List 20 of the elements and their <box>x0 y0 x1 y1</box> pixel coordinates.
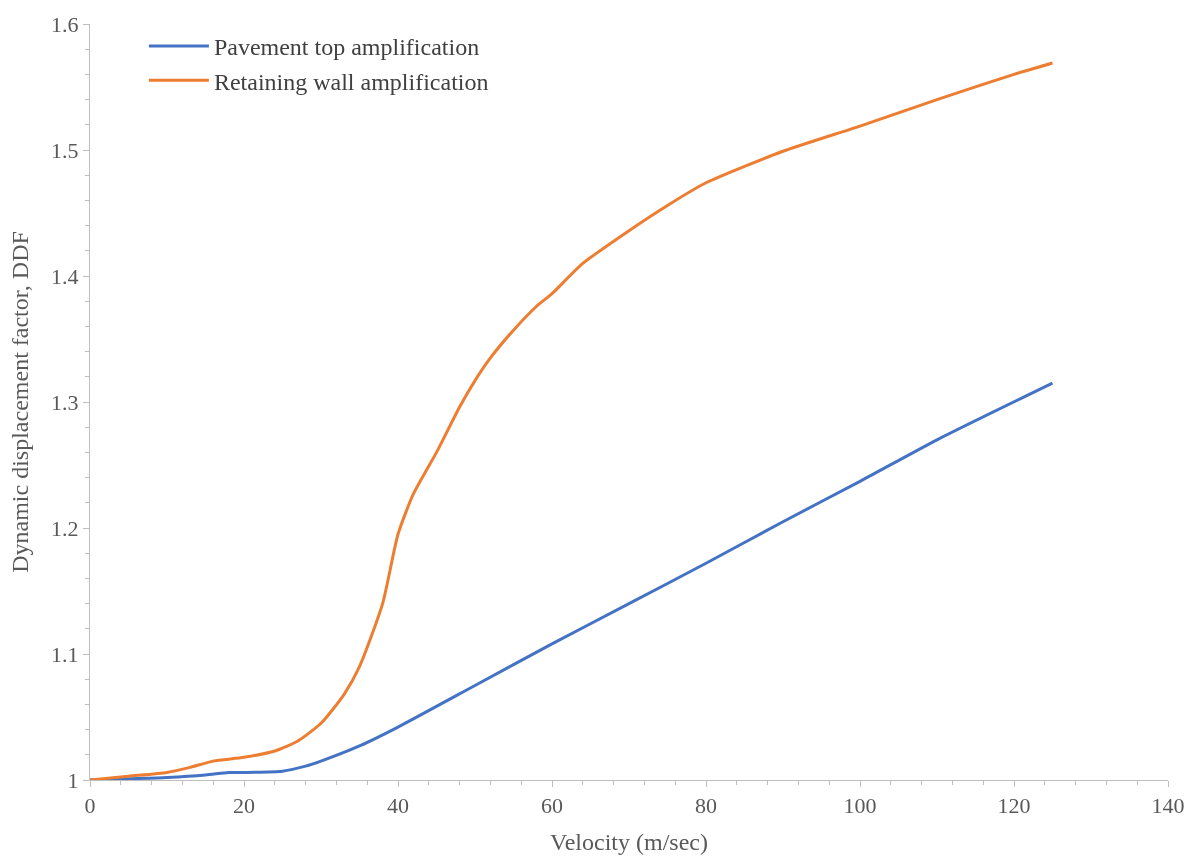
y-tick-label: 1.2 <box>51 515 79 541</box>
x-tick-label: 0 <box>84 793 96 819</box>
x-tick-label: 20 <box>233 793 255 819</box>
y-tick-label: 1 <box>67 767 79 793</box>
line-series <box>90 61 1054 780</box>
x-tick-label: 60 <box>541 793 563 819</box>
x-axis-title: Velocity (m/sec) <box>550 828 708 855</box>
y-tick-label: 1.6 <box>51 11 79 37</box>
x-tick-label: 40 <box>387 793 409 819</box>
legend-label: Retaining wall amplification <box>213 68 489 95</box>
y-tick-label: 1.5 <box>51 137 79 163</box>
y-tick-label: 1.1 <box>51 641 79 667</box>
x-tick-label: 80 <box>695 793 717 819</box>
x-tick-label: 100 <box>843 793 877 819</box>
x-tick-label: 120 <box>997 793 1031 819</box>
y-tick-label: 1.4 <box>51 263 79 289</box>
y-tick-label: 1.3 <box>51 389 79 415</box>
legend-label: Pavement top amplification <box>213 34 480 61</box>
x-tick-label: 140 <box>1151 793 1185 819</box>
y-axis-title: Dynamic displacement factor, DDF <box>7 231 34 573</box>
